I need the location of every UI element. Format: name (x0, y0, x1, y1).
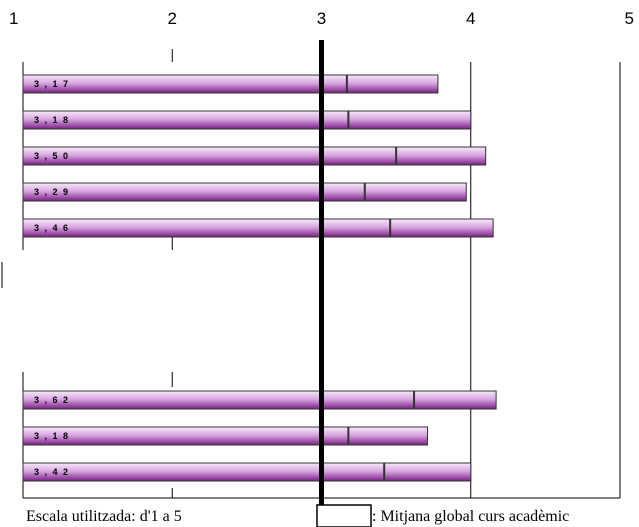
legend-box (316, 504, 372, 527)
bar-label-1-1: 3 , 1 8 (34, 431, 70, 441)
tick-label-4: 4 (466, 9, 475, 28)
scale-note: Escala utilitzada: d'1 a 5 (26, 508, 182, 525)
tick-label-2: 2 (168, 9, 177, 28)
bar-label-0-1: 3 , 1 8 (34, 115, 70, 125)
bar-1-0 (22, 390, 497, 410)
bar-label-1-2: 3 , 4 2 (34, 467, 70, 477)
tick-label-1: 1 (9, 9, 18, 28)
bar-layer: 3 , 1 7 3 , 1 8 3 , 5 0 3 , 2 9 3 , 4 6 3 , 6… (22, 74, 497, 482)
bar-1-1 (22, 426, 428, 446)
bar-label-0-4: 3 , 4 6 (34, 223, 70, 233)
bar-0-1 (22, 110, 472, 130)
bar-0-3 (22, 182, 467, 202)
legend-text: : Mitjana global curs acadèmic (372, 508, 569, 525)
bar-0-2 (22, 146, 487, 166)
bar-0-4 (22, 218, 494, 238)
footer: Escala utilitzada: d'1 a 5 : Mitjana glo… (26, 504, 569, 527)
bar-label-1-0: 3 , 6 2 (34, 395, 70, 405)
bar-label-0-2: 3 , 5 0 (34, 151, 70, 161)
tick-label-5: 5 (625, 9, 634, 28)
bar-label-0-3: 3 , 2 9 (34, 187, 70, 197)
bar-0-0 (22, 74, 439, 94)
tick-label-3: 3 (317, 9, 326, 28)
bar-label-0-0: 3 , 1 7 (34, 79, 70, 89)
bar-1-2 (22, 462, 472, 482)
